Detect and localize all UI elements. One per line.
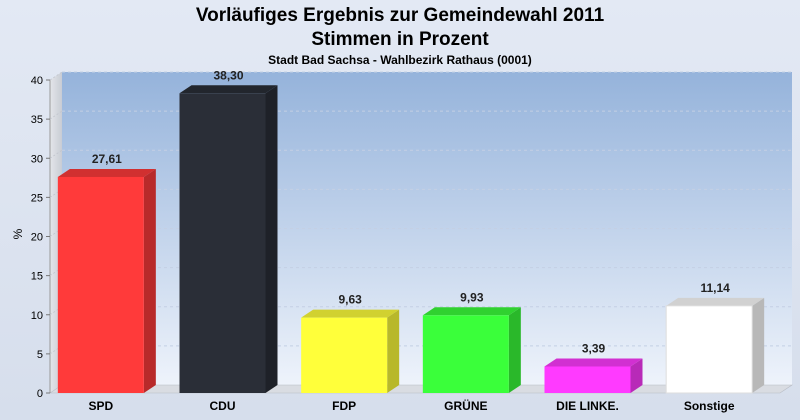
value-label: 9,63	[338, 293, 362, 307]
category-label: DIE LINKE.	[556, 399, 619, 413]
bar-side	[265, 85, 278, 394]
bar-side	[630, 358, 643, 393]
gridline-wall	[49, 110, 63, 120]
chart-title-line-2: Stimmen in Prozent	[311, 29, 489, 50]
bar-front	[665, 305, 753, 394]
y-tick-label: 5	[37, 349, 43, 361]
bar-side	[508, 307, 521, 393]
bar-front	[179, 93, 266, 394]
bar-cdu	[179, 85, 278, 394]
bar-front	[301, 317, 388, 393]
bar-die-linke	[544, 358, 643, 393]
bar-top	[422, 307, 521, 316]
y-tick-label: 0	[37, 388, 43, 400]
y-tick-label: 25	[31, 192, 43, 204]
y-tick-label: 40	[31, 75, 43, 87]
bar-sonstige	[665, 297, 765, 394]
bar-front	[544, 366, 631, 393]
category-label: CDU	[210, 399, 236, 413]
y-axis-label: %	[11, 228, 25, 239]
bar-top	[301, 309, 400, 318]
y-tick-label: 35	[31, 114, 43, 126]
value-label: 38,30	[213, 68, 243, 82]
bar-fdp	[301, 309, 400, 393]
bar-side	[752, 297, 765, 393]
chart-title: Vorläufiges Ergebnis zur Gemeindewahl 20…	[0, 4, 800, 52]
bar-top	[666, 297, 765, 306]
bar-front	[422, 315, 509, 393]
value-label: 27,61	[92, 152, 122, 166]
bar-top	[544, 358, 643, 367]
gridline-wall	[49, 149, 63, 159]
bar-top	[179, 85, 278, 94]
y-tick-label: 20	[31, 232, 43, 244]
category-label: FDP	[332, 399, 356, 413]
gridline-wall	[49, 71, 63, 81]
bar-front	[57, 176, 144, 393]
value-label: 3,39	[582, 341, 606, 355]
category-label: Sonstige	[684, 399, 735, 413]
y-tick-label: 15	[31, 271, 43, 283]
chart-subtitle: Stadt Bad Sachsa - Wahlbezirk Rathaus (0…	[268, 53, 532, 67]
bar-side	[387, 309, 400, 393]
category-label: SPD	[88, 399, 113, 413]
value-label: 11,14	[700, 281, 730, 295]
category-label: GRÜNE	[444, 398, 487, 413]
value-label: 9,93	[460, 290, 484, 304]
bar-top	[57, 168, 156, 177]
y-tick-label: 30	[31, 153, 43, 165]
bar-side	[143, 168, 156, 393]
bar-spd	[57, 168, 156, 393]
bar-gr-ne	[422, 307, 521, 393]
y-tick-label: 10	[31, 310, 43, 322]
chart-title-line-1: Vorläufiges Ergebnis zur Gemeindewahl 20…	[195, 5, 605, 26]
